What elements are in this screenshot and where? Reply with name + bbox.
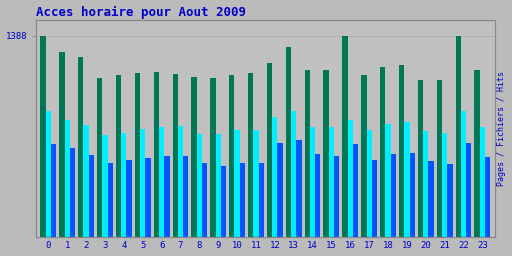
Bar [296,140,302,237]
Bar [234,130,240,237]
Bar [83,125,89,237]
Bar [361,76,367,237]
Bar [216,134,221,237]
Bar [480,127,485,237]
Bar [372,160,377,237]
Bar [442,133,447,237]
Bar [348,120,353,237]
Bar [140,129,145,237]
Y-axis label: Pages / Fichiers / Hits: Pages / Fichiers / Hits [498,71,506,186]
Bar [475,70,480,237]
Bar [386,124,391,237]
Bar [159,127,164,237]
Bar [78,57,83,237]
Bar [178,126,183,237]
Bar [259,163,264,237]
Bar [329,127,334,237]
Bar [197,134,202,237]
Bar [367,130,372,237]
Bar [108,163,113,237]
Bar [191,77,197,237]
Bar [40,36,46,237]
Bar [210,78,216,237]
Bar [466,143,472,237]
Bar [102,135,108,237]
Bar [248,73,253,237]
Bar [315,154,321,237]
Bar [437,80,442,237]
Bar [59,52,65,237]
Bar [183,156,188,237]
Bar [89,155,94,237]
Bar [334,156,339,237]
Bar [404,122,410,237]
Bar [423,131,429,237]
Bar [229,75,234,237]
Bar [485,157,490,237]
Bar [116,75,121,237]
Bar [46,111,51,237]
Bar [310,127,315,237]
Bar [65,120,70,237]
Bar [461,111,466,237]
Bar [305,70,310,237]
Bar [240,163,245,237]
Bar [353,144,358,237]
Bar [286,47,291,237]
Bar [391,154,396,237]
Bar [154,72,159,237]
Bar [447,164,453,237]
Bar [272,117,278,237]
Bar [267,63,272,237]
Bar [70,148,75,237]
Bar [429,162,434,237]
Bar [97,78,102,237]
Bar [121,133,126,237]
Bar [51,144,56,237]
Bar [135,73,140,237]
Bar [380,67,386,237]
Bar [324,70,329,237]
Bar [145,158,151,237]
Bar [278,143,283,237]
Bar [343,36,348,237]
Bar [253,130,259,237]
Bar [418,80,423,237]
Bar [456,36,461,237]
Bar [202,163,207,237]
Bar [291,111,296,237]
Bar [173,74,178,237]
Bar [221,166,226,237]
Bar [164,156,169,237]
Bar [410,153,415,237]
Bar [126,160,132,237]
Bar [399,65,404,237]
Text: Acces horaire pour Aout 2009: Acces horaire pour Aout 2009 [36,6,246,19]
